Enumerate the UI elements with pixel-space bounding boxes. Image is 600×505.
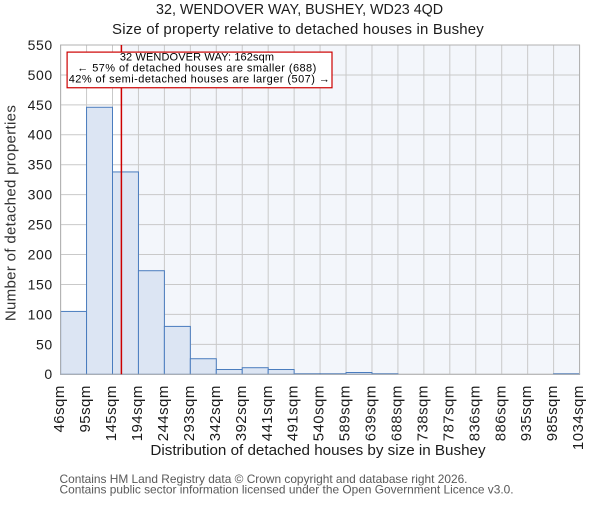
svg-text:95sqm: 95sqm: [77, 385, 94, 432]
svg-text:886sqm: 886sqm: [492, 385, 509, 441]
svg-text:50: 50: [36, 336, 53, 352]
svg-text:42% of semi-detached houses ar: 42% of semi-detached houses are larger (…: [69, 73, 331, 85]
svg-text:350: 350: [28, 157, 53, 173]
svg-text:738sqm: 738sqm: [414, 385, 431, 441]
svg-text:200: 200: [28, 246, 53, 262]
svg-text:400: 400: [28, 127, 53, 143]
svg-text:Distribution of detached house: Distribution of detached houses by size …: [150, 442, 486, 459]
svg-text:100: 100: [28, 306, 53, 322]
svg-text:0: 0: [44, 366, 52, 382]
svg-text:491sqm: 491sqm: [285, 385, 302, 441]
svg-text:Number of detached properties: Number of detached properties: [3, 105, 20, 321]
svg-text:1034sqm: 1034sqm: [570, 385, 587, 450]
svg-text:985sqm: 985sqm: [544, 385, 561, 441]
svg-text:392sqm: 392sqm: [233, 385, 250, 441]
svg-text:32, WENDOVER WAY, BUSHEY, WD23: 32, WENDOVER WAY, BUSHEY, WD23 4QD: [156, 2, 443, 18]
svg-text:Size of property relative to d: Size of property relative to detached ho…: [112, 21, 484, 38]
svg-text:32 WENDOVER WAY: 162sqm: 32 WENDOVER WAY: 162sqm: [120, 52, 274, 64]
svg-text:46sqm: 46sqm: [51, 385, 68, 432]
svg-text:250: 250: [28, 217, 53, 233]
svg-text:787sqm: 787sqm: [440, 385, 457, 441]
svg-text:450: 450: [28, 97, 53, 113]
svg-text:836sqm: 836sqm: [466, 385, 483, 441]
svg-text:293sqm: 293sqm: [181, 385, 198, 441]
svg-text:150: 150: [28, 276, 53, 292]
svg-text:300: 300: [28, 187, 53, 203]
svg-text:Contains public sector informa: Contains public sector information licen…: [60, 483, 514, 497]
svg-text:639sqm: 639sqm: [363, 385, 380, 441]
svg-text:540sqm: 540sqm: [311, 385, 328, 441]
svg-text:194sqm: 194sqm: [129, 385, 146, 441]
svg-text:Contains HM Land Registry data: Contains HM Land Registry data © Crown c…: [60, 472, 468, 486]
svg-text:← 57% of detached houses are s: ← 57% of detached houses are smaller (68…: [77, 62, 316, 74]
svg-text:500: 500: [28, 67, 53, 83]
svg-text:550: 550: [28, 37, 53, 53]
svg-text:244sqm: 244sqm: [155, 385, 172, 441]
svg-text:589sqm: 589sqm: [337, 385, 354, 441]
svg-text:688sqm: 688sqm: [389, 385, 406, 441]
svg-text:145sqm: 145sqm: [103, 385, 120, 441]
svg-text:935sqm: 935sqm: [518, 385, 535, 441]
svg-text:441sqm: 441sqm: [259, 385, 276, 441]
svg-text:342sqm: 342sqm: [207, 385, 224, 441]
